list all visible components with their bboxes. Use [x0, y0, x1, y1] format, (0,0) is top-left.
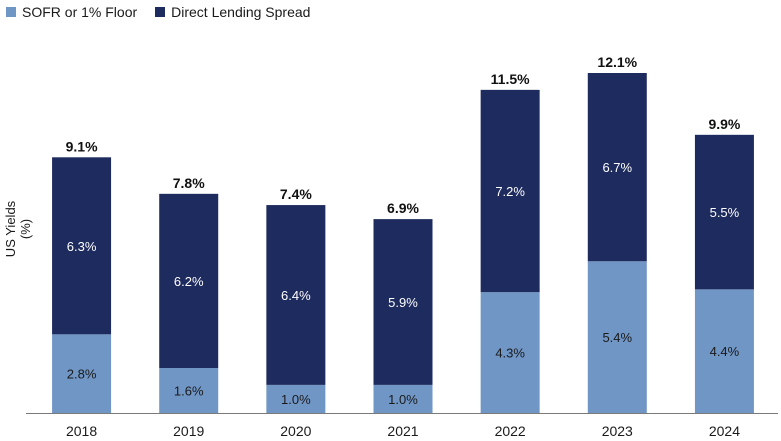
total-label-2020: 7.4%	[280, 186, 312, 202]
data-label-sofr-2023: 5.4%	[602, 330, 632, 345]
total-label-2022: 11.5%	[491, 71, 530, 87]
x-tick-label-2024: 2024	[709, 423, 740, 439]
data-label-sofr-2022: 4.3%	[495, 346, 525, 361]
total-label-2019: 7.8%	[173, 175, 205, 191]
bar-sofr-2020	[266, 384, 326, 413]
legend-swatch-spread	[155, 7, 166, 17]
data-label-spread-2024: 5.5%	[710, 205, 740, 220]
bar-spread-2022	[480, 89, 540, 293]
x-tick-label-2019: 2019	[173, 423, 204, 439]
bar-spread-2021	[373, 219, 433, 385]
x-tick-label-2023: 2023	[602, 423, 633, 439]
x-tick-label-2018: 2018	[66, 423, 97, 439]
legend-item-sofr: SOFR or 1% Floor	[6, 4, 137, 20]
data-label-spread-2018: 6.3%	[67, 239, 97, 254]
data-label-sofr-2018: 2.8%	[67, 367, 97, 382]
bar-sofr-2022	[480, 292, 540, 413]
data-label-sofr-2020: 1.0%	[281, 392, 311, 407]
data-label-sofr-2024: 4.4%	[710, 344, 740, 359]
total-label-2024: 9.9%	[708, 116, 740, 132]
bar-sofr-2021	[373, 384, 433, 413]
x-tick-label-2021: 2021	[387, 423, 418, 439]
data-label-spread-2023: 6.7%	[602, 160, 632, 175]
bar-sofr-2024	[694, 289, 754, 413]
legend: SOFR or 1% Floor Direct Lending Spread	[6, 4, 310, 20]
bar-spread-2023	[587, 73, 647, 262]
data-label-sofr-2021: 1.0%	[388, 392, 418, 407]
data-label-spread-2019: 6.2%	[174, 274, 204, 289]
data-label-sofr-2019: 1.6%	[174, 384, 204, 399]
total-label-2021: 6.9%	[387, 200, 419, 216]
legend-swatch-sofr	[6, 7, 16, 17]
total-label-2018: 9.1%	[66, 138, 98, 154]
x-tick-label-2020: 2020	[280, 423, 311, 439]
legend-label-sofr: SOFR or 1% Floor	[22, 4, 138, 20]
legend-label-spread: Direct Lending Spread	[171, 4, 311, 20]
bar-spread-2024	[694, 134, 754, 290]
data-label-spread-2022: 7.2%	[495, 184, 525, 199]
bar-sofr-2019	[159, 368, 219, 413]
x-tick-label-2022: 2022	[495, 423, 526, 439]
bar-sofr-2018	[52, 334, 112, 413]
bar-spread-2018	[52, 157, 112, 335]
bar-spread-2020	[266, 205, 326, 385]
data-label-spread-2021: 5.9%	[388, 295, 418, 310]
legend-item-spread: Direct Lending Spread	[155, 4, 310, 20]
bar-sofr-2023	[587, 261, 647, 413]
bar-spread-2019	[159, 193, 219, 369]
total-label-2023: 12.1%	[597, 54, 637, 70]
data-label-spread-2020: 6.4%	[281, 288, 311, 303]
